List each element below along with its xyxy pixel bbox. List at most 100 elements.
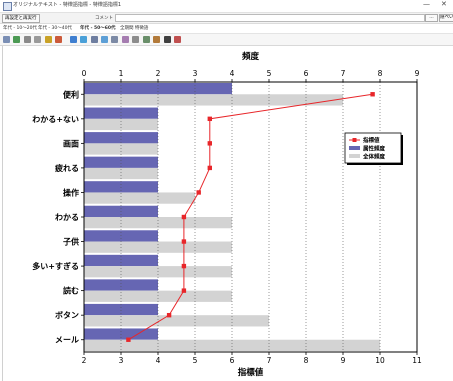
category-label: わかる [55,213,79,222]
indicator-point [370,92,375,97]
lock-icon[interactable] [45,36,52,43]
comment-label: コメント [95,16,113,21]
category-label: 便利 [63,89,79,99]
bottom-tick-label: 10 [375,356,385,365]
bottom-tick-label: 11 [412,356,422,365]
table-icon[interactable] [111,36,118,43]
window-title: オリジナルテキスト - 特徴語指標 - 特徴語指標1 [13,2,121,8]
comment-input[interactable] [115,14,425,22]
bar-total-freq [84,167,158,180]
indicator-point [207,165,212,171]
indicator-point [181,214,187,220]
category-label: 画面 [63,139,79,148]
bottom-tick-label: 2 [82,356,87,365]
bottom-tick-label: 6 [230,356,235,365]
tab-row: 年代 - 10～20代 年代 - 30～40代 年代 - 50～60代 全期間 … [0,24,453,34]
top-tick-label: 5 [267,69,272,78]
indicator-point [196,190,201,195]
target-icon[interactable] [80,36,87,43]
bar-total-freq [84,94,343,106]
top-tick-label: 0 [82,69,87,78]
bottom-tick-label: 9 [341,356,346,365]
bottom-tick-label: 8 [304,356,309,365]
category-label: 疲れる [55,163,79,173]
indicator-point [181,288,187,293]
category-label: 多い+すぎる [32,261,79,271]
bottom-tick-label: 7 [267,356,272,365]
bottom-tick-label: 3 [119,356,124,365]
bottom-axis-title: 指標値 [238,367,264,378]
title-bar: オリジナルテキスト - 特徴語指標 - 特徴語指標1 — ✕ [0,0,453,13]
view-icon[interactable] [143,36,150,43]
zoom-icon[interactable] [24,36,31,43]
top-tick-label: 3 [193,69,198,78]
left-border [2,46,3,381]
category-label: メール [55,336,79,345]
bottom-tick-label: 5 [193,356,198,365]
top-tick-label: 6 [304,69,309,78]
bar-total-freq [84,192,195,204]
indicator-point [166,312,172,318]
top-axis-title: 頻度 [242,51,260,62]
indicator-point [181,239,187,244]
legend-swatch-total [349,154,360,158]
tab-30-40s[interactable]: 年代 - 30～40代 [38,26,72,31]
bar-chart-icon[interactable] [70,36,77,43]
grid-icon[interactable] [3,36,10,43]
category-label: わかる+ない [32,115,79,124]
bar-attribute-freq [84,107,158,119]
palette-icon[interactable] [153,36,160,43]
app-icon [3,2,12,11]
tab-10-20s[interactable]: 年代 - 10～20代 [3,26,37,31]
top-tick-label: 4 [230,69,235,78]
tab-all-periods[interactable]: 全期間 特徴語 [120,26,149,31]
legend-label-attribute: 属性頻度 [363,145,386,153]
indicator-point [126,337,131,342]
top-tick-label: 2 [156,69,161,78]
settings-icon[interactable] [34,36,41,43]
bar-total-freq [84,339,380,351]
category-label: 操作 [63,187,79,197]
legend-swatch-attribute [349,146,360,150]
sort-icon[interactable] [132,36,139,43]
pin-button[interactable]: 隠ぺいす [439,14,453,22]
control-row: 再設定と再実行 コメント … 隠ぺいす [0,13,453,24]
close-button[interactable]: ✕ [441,0,447,8]
top-tick-label: 7 [341,69,346,78]
toolbar [0,34,453,46]
minimize-button[interactable]: — [423,0,430,8]
chart-icon[interactable] [55,36,62,43]
bar-attribute-freq [84,254,158,267]
bar-attribute-freq [84,156,158,168]
category-label: 読む [63,286,79,296]
indicator-point [207,116,212,122]
category-label: 子供 [63,237,79,247]
top-tick-label: 9 [415,69,420,78]
globe-icon[interactable] [164,36,171,43]
bar-attribute-freq [84,181,158,193]
bar-attribute-freq [84,132,158,144]
top-tick-label: 8 [378,69,383,78]
recalc-button[interactable]: 再設定と再実行 [2,14,40,23]
more-button[interactable]: … [425,14,438,22]
search-icon[interactable] [174,36,181,43]
refresh-icon[interactable] [13,36,20,43]
bar-total-freq [84,290,232,302]
top-tick-label: 1 [119,69,124,78]
category-label: ボタン [55,310,79,320]
tab-50-60s[interactable]: 年代 - 50～60代 [80,26,116,31]
indicator-point [207,141,212,146]
text-icon[interactable] [122,36,129,43]
indicator-point [181,263,187,269]
legend-label-indicator: 指標値 [363,136,380,144]
list-icon[interactable] [91,36,98,43]
legend-label-total: 全体頻度 [362,153,386,161]
bar-attribute-freq [84,279,158,291]
bar-attribute-freq [84,303,158,316]
legend-indicator-marker [352,138,357,142]
bottom-tick-label: 4 [156,356,161,365]
bar-total-freq [84,217,232,229]
chart-icon-2[interactable] [101,36,108,43]
bar-total-freq [84,315,269,327]
